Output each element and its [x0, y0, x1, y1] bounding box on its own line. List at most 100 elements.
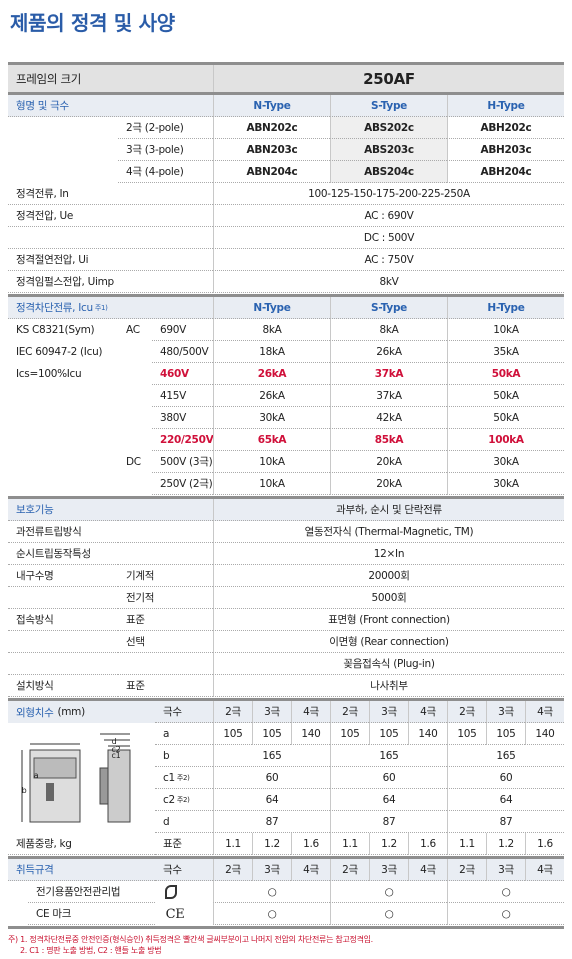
feature-value: 나사취부 [213, 675, 564, 697]
cert-mark: ○ [330, 903, 447, 925]
breaking-value: 26kA [330, 341, 447, 363]
weight-label: 제품중량, kg [8, 833, 155, 855]
kc-icon [165, 885, 177, 899]
model-name: ABH203c [447, 139, 564, 161]
feature-label: 보호기능 [8, 499, 118, 521]
model-name: ABH202c [447, 117, 564, 139]
figure-label: c1 [111, 750, 121, 760]
section-bar [8, 856, 564, 859]
dimension-figure [21, 733, 131, 823]
row-bg [8, 701, 564, 723]
dim-value: 105 [447, 723, 486, 745]
blank [8, 227, 213, 249]
breaking-value: 100kA [447, 429, 564, 451]
rating-value: 8kV [213, 271, 564, 293]
breaking-value: 30kA [447, 451, 564, 473]
weight-value: 1.6 [408, 833, 447, 855]
row-bg [8, 65, 564, 92]
standard: KS C8321(Sym) [16, 324, 95, 336]
footnote: 주) 1. 정격차단전류중 안전인증(형식승인) 취득정격은 빨간색 글씨부분이… [8, 935, 373, 944]
feature-value: 12×In [213, 543, 564, 565]
breaking-value: 10kA [213, 451, 330, 473]
feature-value: 이면형 (Rear connection) [213, 631, 564, 653]
breaking-value: 10kA [213, 473, 330, 495]
row-bg [8, 499, 564, 521]
breaking-value: 20kA [330, 451, 447, 473]
feature-value: 꽂음접속식 (Plug-in) [213, 653, 564, 675]
breaking-value: 30kA [447, 473, 564, 495]
type-header: S-Type [330, 95, 447, 117]
pole: 3극 [252, 859, 291, 881]
dim-label: b [155, 745, 213, 767]
weight-value: 1.2 [252, 833, 291, 855]
type-header: H-Type [447, 95, 564, 117]
breaking-value: 35kA [447, 341, 564, 363]
blank [118, 521, 213, 543]
frame-label: 프레임의 크기 [16, 71, 82, 86]
cert-name: 전기용품안전관리법 [28, 881, 155, 903]
feature-value: 열동전자식 (Thermal-Magnetic, TM) [213, 521, 564, 543]
rating-label: 정격절연전압, Ui [8, 249, 213, 271]
dim-value: 87 [447, 811, 564, 833]
current-type: AC [126, 324, 140, 336]
row-bg [8, 95, 564, 117]
voltage: 415V [152, 385, 213, 407]
feature-sub: 기계적 [118, 565, 213, 587]
feature-value: 20000회 [213, 565, 564, 587]
weight-value: 1.6 [525, 833, 564, 855]
current-type: DC [126, 456, 141, 468]
rating-value: AC : 690V [213, 205, 564, 227]
breaking-value: 26kA [213, 363, 330, 385]
dim-value: 60 [330, 767, 447, 789]
breaking-value: 10kA [447, 319, 564, 341]
section-bar [8, 92, 564, 95]
dim-value: 60 [213, 767, 330, 789]
dim-value: 105 [330, 723, 369, 745]
cert-icon: CE [165, 906, 185, 922]
dim-value: 64 [447, 789, 564, 811]
pole-label: 4극 (4-pole) [118, 161, 213, 183]
dim-value: 105 [369, 723, 408, 745]
feature-label: 설치방식 [8, 675, 118, 697]
rating-label: 정격전류, In [8, 183, 213, 205]
cert-mark: ○ [330, 881, 447, 903]
section-bar [8, 62, 564, 65]
pole-label: 3극 (3-pole) [118, 139, 213, 161]
dim-value: 105 [252, 723, 291, 745]
dim-value: 165 [447, 745, 564, 767]
weight-value: 1.1 [330, 833, 369, 855]
voltage: 690V [152, 319, 213, 341]
breaking-value: 30kA [213, 407, 330, 429]
dim-value: 87 [330, 811, 447, 833]
note: 주2) [176, 795, 190, 804]
dim-value: 140 [408, 723, 447, 745]
dim-value: 64 [330, 789, 447, 811]
weight-value: 1.1 [447, 833, 486, 855]
pole-label: 2극 (2-pole) [118, 117, 213, 139]
feature-label: 내구수명 [8, 565, 118, 587]
model-name: ABN202c [213, 117, 330, 139]
dim-label: c2 주2) [155, 789, 213, 811]
section-label: 외형치수 (mm) [16, 706, 85, 719]
rating-value: AC : 750V [213, 249, 564, 271]
type-header: S-Type [330, 297, 447, 319]
pole: 4극 [525, 859, 564, 881]
breaking-value: 20kA [330, 473, 447, 495]
dim-value: 105 [486, 723, 525, 745]
feature-value: 표면형 (Front connection) [213, 609, 564, 631]
figure-label: a [33, 770, 39, 780]
feature-sub: 선택 [118, 631, 213, 653]
frame-value: 250AF [213, 65, 564, 92]
weight-value: 1.2 [486, 833, 525, 855]
standard: Ics=100%Icu [16, 368, 82, 380]
pole: 3극 [486, 701, 525, 723]
rating-label: 정격전압, Ue [8, 205, 213, 227]
unit: (mm) [57, 706, 85, 718]
pole: 2극 [330, 701, 369, 723]
pole-label: 극수 [155, 701, 213, 723]
model-name: ABN203c [213, 139, 330, 161]
breaking-value: 50kA [447, 385, 564, 407]
weight-value: 1.2 [369, 833, 408, 855]
breaking-value: 37kA [330, 363, 447, 385]
page-title: 제품의 정격 및 사양 [10, 10, 175, 35]
